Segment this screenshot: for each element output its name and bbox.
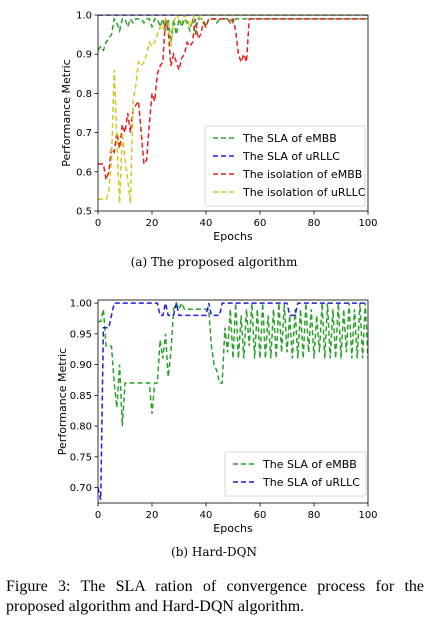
legend-box	[204, 125, 366, 207]
x-tick-label: 0	[95, 510, 101, 521]
y-tick-label: 1.0	[76, 11, 92, 22]
legend-label-1: The SLA of eMBB	[242, 132, 337, 145]
series-line-1	[98, 16, 368, 52]
caption-a: (a) The proposed algorithm	[130, 255, 298, 269]
legend-label-2: The SLA of uRLLC	[262, 476, 360, 489]
y-tick-label: 0.5	[76, 207, 92, 218]
y-tick-label: 0.7	[76, 128, 92, 139]
y-axis-label: Performance Metric	[60, 59, 73, 166]
x-tick-label: 60	[254, 218, 267, 229]
axes-frame	[97, 299, 369, 504]
x-axis-label: Epochs	[213, 522, 253, 535]
x-tick-label: 0	[95, 218, 101, 229]
figure-caption: Figure 3: The SLA ration of convergence …	[6, 578, 424, 615]
x-tick-label: 100	[358, 510, 377, 521]
chart-b: 0 20 40 60 80 100 0.70 0.75 0.80 0.85 0.90 0.95 1.00…	[56, 299, 378, 535]
y-tick-label: 0.85	[70, 391, 92, 402]
y-tick-label: 0.9	[76, 50, 92, 61]
y-tick-label: 0.95	[70, 329, 92, 340]
legend-label-3: The isolation of eMBB	[242, 168, 362, 181]
series-line-1	[98, 301, 368, 427]
caption-b: (b) Hard-DQN	[171, 545, 257, 559]
y-tick-label: 0.75	[70, 452, 92, 463]
x-tick-label: 40	[200, 510, 213, 521]
y-tick-label: 0.80	[70, 422, 92, 433]
legend-label-4: The isolation of uRLLC	[242, 186, 366, 199]
y-tick-label: 1.00	[70, 299, 92, 310]
x-tick-label: 80	[308, 510, 321, 521]
series-line-3	[98, 17, 368, 180]
x-tick-label: 40	[200, 218, 213, 229]
series-line-4	[98, 15, 368, 204]
x-tick-label: 20	[146, 218, 159, 229]
y-tick-label: 0.8	[76, 89, 92, 100]
x-tick-label: 20	[146, 510, 159, 521]
chart-a: 0 20 40 60 80 100 0.5 0.6 0.7 0.8 0.9 1.0 Epochs Perf…	[60, 11, 378, 244]
legend-label-2: The SLA of uRLLC	[242, 150, 340, 163]
plot-area	[98, 15, 368, 204]
axes-frame	[97, 14, 369, 212]
series-line-2	[98, 302, 368, 501]
y-tick-label: 0.6	[76, 167, 92, 178]
y-axis-label: Performance Metric	[56, 348, 69, 455]
plot-area	[98, 301, 368, 501]
x-tick-label: 60	[254, 510, 267, 521]
legend-box	[224, 451, 367, 497]
legend-label-1: The SLA of eMBB	[262, 458, 357, 471]
y-tick-label: 0.70	[70, 483, 92, 494]
x-tick-label: 100	[358, 218, 377, 229]
x-tick-label: 80	[308, 218, 321, 229]
x-axis-label: Epochs	[213, 230, 253, 243]
y-tick-label: 0.90	[70, 360, 92, 371]
